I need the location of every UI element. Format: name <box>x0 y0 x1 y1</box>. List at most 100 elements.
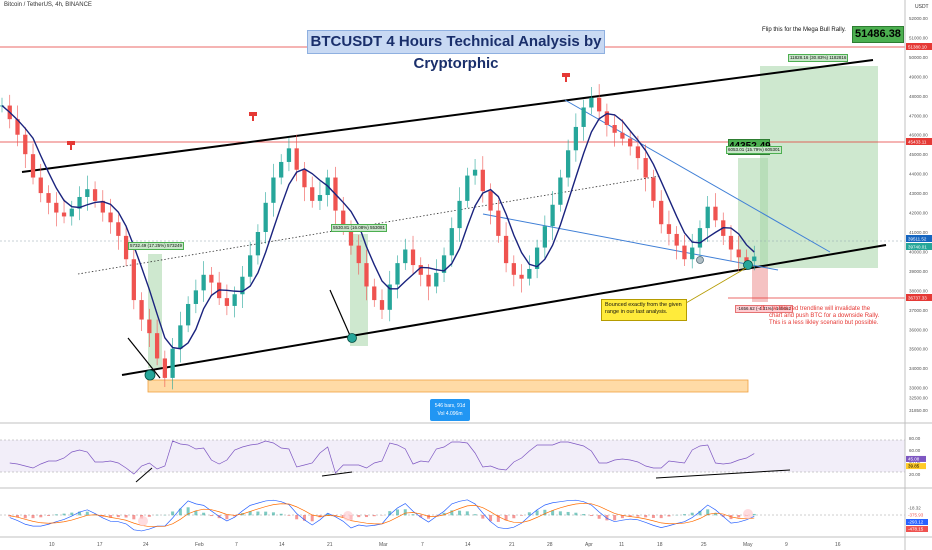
macd-bar <box>713 513 717 516</box>
price-tick: 38000.00 <box>909 288 928 293</box>
macd-bar <box>78 511 82 516</box>
pivot-marker-left[interactable] <box>144 369 156 381</box>
macd-bar <box>326 513 330 516</box>
price-tick: 49000.00 <box>909 74 928 79</box>
time-tick: 9 <box>785 542 788 548</box>
candle-body <box>403 249 408 264</box>
macd-bar <box>465 511 469 516</box>
blue-descending-line[interactable] <box>564 99 831 253</box>
macd-bar <box>489 515 493 522</box>
rsi-trendline-center[interactable] <box>321 471 353 477</box>
candle-body <box>387 284 392 310</box>
candle-body <box>69 208 74 217</box>
time-tick: Mar <box>379 542 388 548</box>
candle-body <box>426 274 431 287</box>
invalidation-line-2: chart and push BTC for a downside Rally. <box>769 313 880 319</box>
macd-bar <box>419 515 423 518</box>
macd-bar <box>372 515 376 517</box>
macd-marker <box>138 516 148 526</box>
macd-bar <box>295 515 299 520</box>
candle-body <box>441 255 447 273</box>
bars-range-box[interactable]: 546 bars, 91d Vol 4.096m <box>430 399 470 421</box>
macd-bar <box>605 515 609 521</box>
macd-bar <box>706 509 710 516</box>
candle-body <box>628 138 633 147</box>
upper-channel-line[interactable] <box>21 59 874 173</box>
rsi-axis: 80.00 60.00 40.00 20.00 45.08 39.85 <box>906 436 926 477</box>
time-tick: 25 <box>701 542 707 548</box>
macd-bar <box>667 515 671 517</box>
rsi-trendline-right[interactable] <box>655 469 791 479</box>
invalidation-note: If ... w this red trendline will invalid… <box>727 306 927 327</box>
candle-body <box>286 148 292 162</box>
candle-body <box>581 107 586 127</box>
invalidation-line-3: This is a less likley scenario but possi… <box>769 320 879 326</box>
rsi-trendline-left[interactable] <box>135 467 153 483</box>
time-axis[interactable]: 10 17 24 Feb 7 14 21 Mar 7 14 21 28 Apr 11 18 25 May 9 16 <box>49 542 841 548</box>
flip-note: Flip this for the Mega Bull Rally. <box>762 27 846 33</box>
candle-body <box>449 228 454 256</box>
candle-body <box>643 158 648 178</box>
macd-bar <box>690 512 694 516</box>
pivot-marker-center[interactable] <box>347 333 357 343</box>
pivot-line-center[interactable] <box>329 289 353 341</box>
candle-body <box>511 263 516 275</box>
macd-bar <box>271 512 275 516</box>
price-tick: 51000.00 <box>909 35 928 40</box>
price-tick: 35000.00 <box>909 347 928 352</box>
bars-range-count: 546 bars, 91d <box>434 403 466 409</box>
candle-body <box>752 256 757 262</box>
time-tick: 11 <box>619 542 624 548</box>
macd-bar <box>582 514 586 516</box>
time-tick: 7 <box>421 542 424 548</box>
candle-body <box>550 204 555 227</box>
blue-wedge-line[interactable] <box>482 213 779 271</box>
candle-body <box>534 247 540 269</box>
price-tick: 43000.00 <box>909 191 928 196</box>
candle-body <box>310 187 315 201</box>
pivot-marker-small[interactable] <box>696 256 704 264</box>
candle-body <box>705 206 710 229</box>
price-label: 36737.33 <box>908 296 927 301</box>
macd-bar <box>442 512 446 516</box>
candle-body <box>162 358 167 378</box>
rsi-value: 45.08 <box>908 456 920 461</box>
price-tick: 31850.00 <box>909 408 928 413</box>
measure-high-label: 11828.16 (30.83%) 1182816 <box>788 54 849 62</box>
candle-body <box>690 247 695 260</box>
price-axis[interactable]: 52000.00 51000.00 50000.00 49000.00 48000.00… <box>909 16 928 413</box>
candles[interactable] <box>0 84 757 390</box>
candle-body <box>38 177 43 194</box>
price-tick: 40000.00 <box>909 249 928 254</box>
bounce-note[interactable]: Bounced exactly from the given range in … <box>601 299 687 321</box>
target-high-label[interactable]: 51486.38 <box>852 26 904 43</box>
macd-bar <box>62 513 66 516</box>
candle-body <box>30 154 36 178</box>
candle-body <box>341 210 346 229</box>
time-tick: 14 <box>279 542 285 548</box>
macd-bar <box>202 512 206 516</box>
macd-bar <box>333 515 337 516</box>
candle-body <box>635 146 641 159</box>
macd-bar <box>613 515 617 521</box>
rsi-tick: 80.00 <box>909 436 921 441</box>
macd-bar <box>116 515 120 518</box>
time-tick: May <box>743 542 753 548</box>
price-tick: 33000.00 <box>909 386 928 391</box>
rsi-line <box>9 440 755 475</box>
macd-value: -375.93 <box>908 513 924 518</box>
price-tick: 36000.00 <box>909 327 928 332</box>
macd-bar <box>132 515 136 520</box>
pivot-marker-right[interactable] <box>743 260 753 270</box>
candle-body <box>480 169 485 192</box>
candle-body <box>240 276 245 295</box>
candle-body <box>201 274 206 291</box>
candle-body <box>620 132 625 139</box>
pivot-line-left[interactable] <box>127 337 161 379</box>
candle-body <box>139 300 144 320</box>
macd-bar <box>171 511 175 516</box>
macd-bar <box>427 515 431 519</box>
price-tick: 46000.00 <box>909 133 928 138</box>
candle-body <box>542 226 547 248</box>
